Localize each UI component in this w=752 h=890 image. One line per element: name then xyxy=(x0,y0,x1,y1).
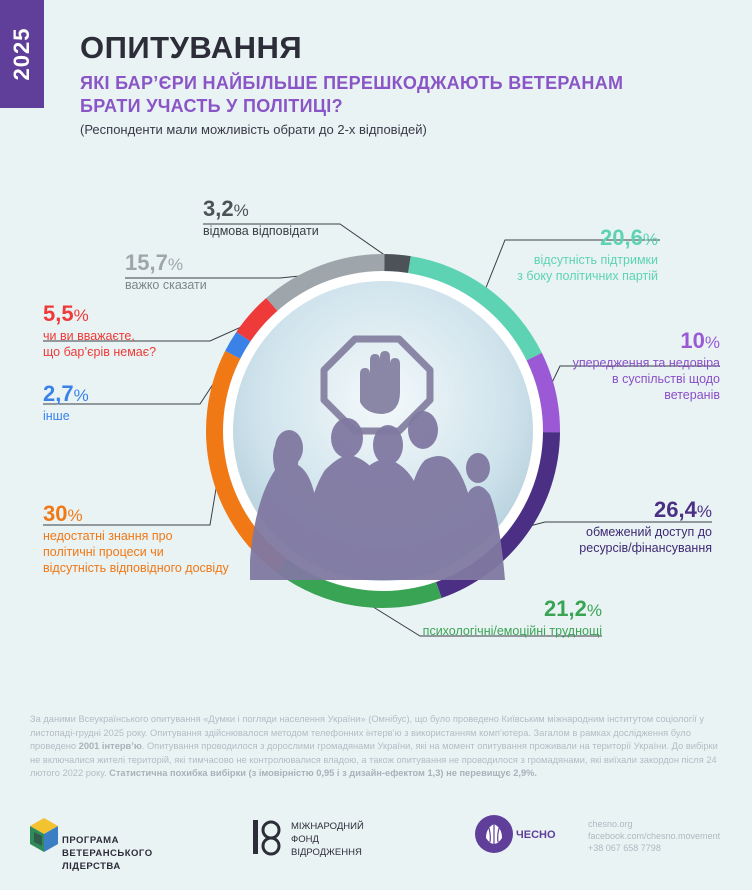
contact-site: chesno.org xyxy=(588,819,633,829)
stop-hand-icon xyxy=(320,335,434,435)
leader-line xyxy=(482,239,660,296)
caption-line: що бар’єрів немає? xyxy=(43,345,157,359)
label-no-barriers: 5,5% чи ви вважаєте, що бар’єрів немає? xyxy=(43,302,203,360)
source-text-1: За даними Всеукраїнського опитування «Ду… xyxy=(30,714,704,751)
contact-facebook: facebook.com/chesno.movement xyxy=(588,831,721,841)
caption-line: чи ви вважаєте, xyxy=(43,329,135,343)
caption-line: політичні процеси чи xyxy=(43,545,164,559)
pct-psych: 21,2 xyxy=(544,596,587,621)
caption-line: в суспільстві щодо xyxy=(611,372,720,386)
donut-slice xyxy=(384,254,411,274)
page-title: ОПИТУВАННЯ xyxy=(80,30,303,65)
pct-party-support: 20,6 xyxy=(600,225,643,250)
leader-line xyxy=(203,223,398,264)
contact-phone: +38 067 658 7798 xyxy=(588,843,661,853)
pct-sign: % xyxy=(67,506,83,525)
logo-line: ПРОГРАМА xyxy=(62,835,119,846)
logo-line: ВІДРОДЖЕННЯ xyxy=(291,847,362,858)
caption-line: психологічні/емоційні труднощі xyxy=(422,624,602,638)
donut-slice xyxy=(236,298,279,342)
contacts: chesno.org facebook.com/chesno.movement … xyxy=(588,818,720,854)
label-knowledge: 30% недостатні знання про політичні проце… xyxy=(43,502,263,576)
pct-sign: % xyxy=(73,306,89,325)
pct-refusal: 3,2 xyxy=(203,196,234,221)
logo-line: ФОНД xyxy=(291,834,319,845)
source-text-2: . Опитування проводилося з дорослими гро… xyxy=(30,741,718,778)
caption-line: недостатні знання про xyxy=(43,529,173,543)
pct-sign: % xyxy=(586,601,602,620)
caption-line: важко сказати xyxy=(125,278,207,292)
logo-line: МІЖНАРОДНИЙ xyxy=(291,821,364,832)
label-refusal: 3,2% відмова відповідати xyxy=(203,197,353,239)
label-party-support: 20,6% відсутність підтримки з боку політи… xyxy=(490,226,658,284)
caption-line: упередження та недовіра xyxy=(572,356,720,370)
respondent-note: (Респонденти мали можливість обрати до 2… xyxy=(80,122,427,137)
caption-line: ветеранів xyxy=(664,388,720,402)
pct-knowledge: 30 xyxy=(43,501,68,526)
pct-resources: 26,4 xyxy=(654,497,697,522)
donut-slice xyxy=(525,352,560,433)
leader-line xyxy=(356,596,602,637)
chesno-logo-text: ЧЕСНО xyxy=(516,829,556,841)
people-silhouette-icon xyxy=(250,411,505,580)
pct-no-barriers: 5,5 xyxy=(43,301,74,326)
label-prejudice: 10% упередження та недовіра в суспільстві… xyxy=(520,329,720,403)
logo-line: ЛІДЕРСТВА xyxy=(62,861,121,872)
caption-line: інше xyxy=(43,409,70,423)
logo-line: ВЕТЕРАНСЬКОГО xyxy=(62,848,153,859)
pct-sign: % xyxy=(73,386,89,405)
label-hard-to-say: 15,7% важко сказати xyxy=(125,251,265,293)
veteran-leadership-logo-text: ПРОГРАМА ВЕТЕРАНСЬКОГО ЛІДЕРСТВА xyxy=(62,834,153,873)
caption-line: обмежений доступ до xyxy=(586,525,712,539)
pct-sign: % xyxy=(704,333,720,352)
caption-line: ресурсів/фінансування xyxy=(579,541,712,555)
pct-other: 2,7 xyxy=(43,381,74,406)
irf-logo-icon xyxy=(253,820,281,856)
donut-slice xyxy=(276,557,442,608)
label-resources: 26,4% обмежений доступ до ресурсів/фінанс… xyxy=(520,498,712,556)
label-other: 2,7% інше xyxy=(43,382,143,424)
source-note: За даними Всеукраїнського опитування «Ду… xyxy=(30,713,722,781)
caption-line: відсутність відповідного досвіду xyxy=(43,561,229,575)
pct-sign: % xyxy=(642,230,658,249)
caption-line: з боку політичних партій xyxy=(517,269,658,283)
pct-hard-to-say: 15,7 xyxy=(125,250,168,275)
irf-logo-text: МІЖНАРОДНИЙ ФОНД ВІДРОДЖЕННЯ xyxy=(291,820,364,859)
donut-slice xyxy=(205,350,288,573)
chesno-logo-icon xyxy=(475,815,513,853)
label-psych: 21,2% психологічні/емоційні труднощі xyxy=(380,597,602,639)
caption-line: відмова відповідати xyxy=(203,224,319,238)
caption-line: відсутність підтримки xyxy=(533,253,658,267)
pct-prejudice: 10 xyxy=(680,328,705,353)
question-line-2: БРАТИ УЧАСТЬ У ПОЛІТИЦІ? xyxy=(80,96,343,116)
source-bold-1: 2001 інтерв’ю xyxy=(78,741,142,751)
veteran-leadership-logo-icon xyxy=(30,818,58,852)
pct-sign: % xyxy=(233,201,249,220)
year-tab: 2025 xyxy=(0,0,44,108)
question-line-1: ЯКІ БАР’ЄРИ НАЙБІЛЬШЕ ПЕРЕШКОДЖАЮТЬ ВЕТЕ… xyxy=(80,73,624,93)
pct-sign: % xyxy=(167,255,183,274)
pct-sign: % xyxy=(696,502,712,521)
source-bold-2: Статистична похибка вибірки (з імовірніс… xyxy=(109,768,538,778)
survey-question: ЯКІ БАР’ЄРИ НАЙБІЛЬШЕ ПЕРЕШКОДЖАЮТЬ ВЕТЕ… xyxy=(80,72,680,118)
